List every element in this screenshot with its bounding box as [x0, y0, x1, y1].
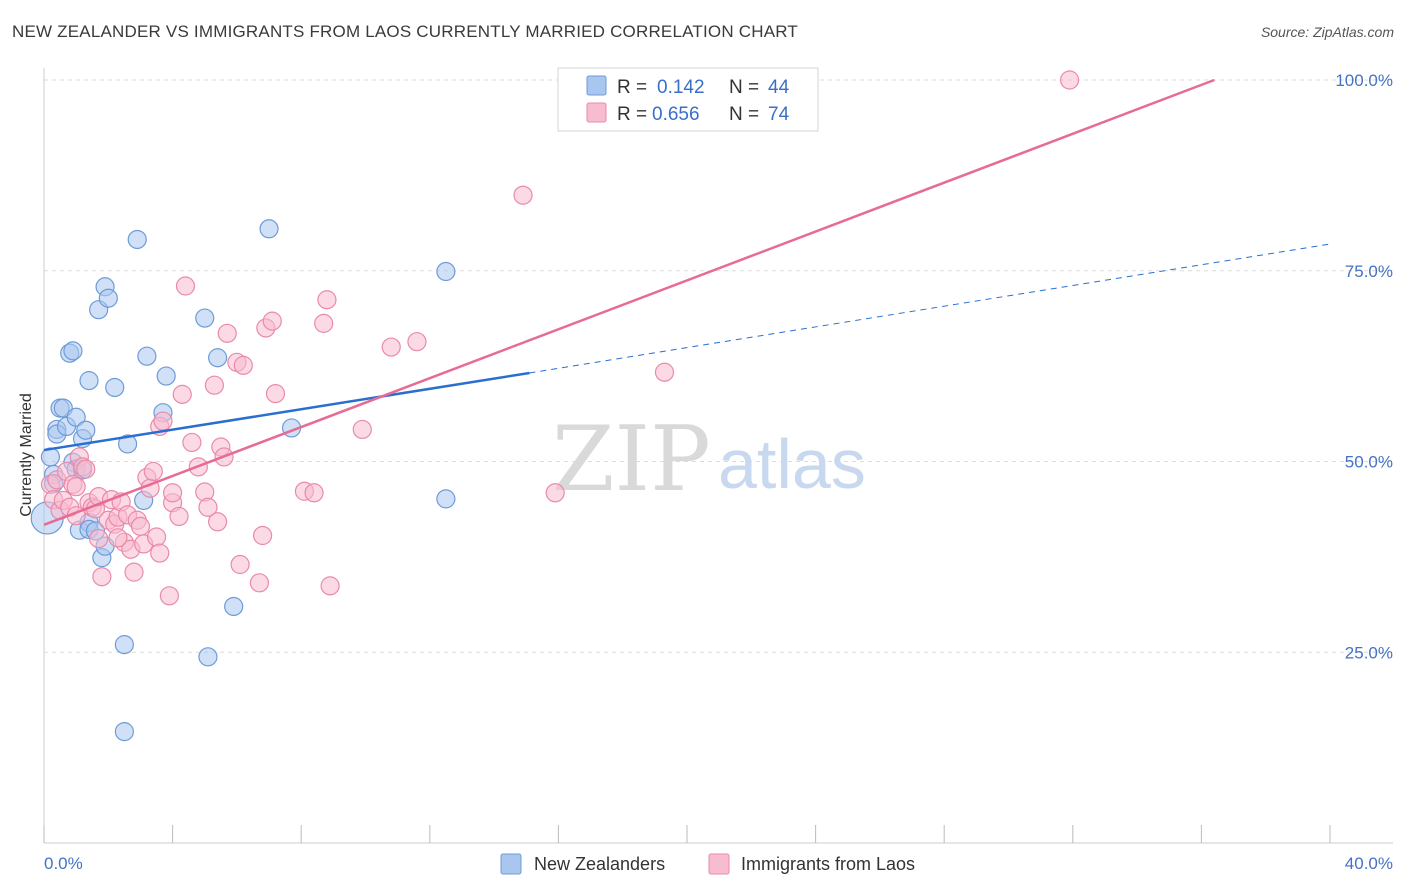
point-new-zealanders	[224, 596, 244, 617]
point-immigrants-from-laos	[253, 525, 273, 546]
point-new-zealanders	[105, 377, 125, 398]
y-tick-label: 75.0%	[1345, 262, 1393, 281]
trend-lines	[43, 78, 1331, 526]
watermark-atlas: atlas	[718, 425, 866, 503]
watermark: ZIP atlas	[552, 407, 866, 512]
legend-box: R = 0.142 N = 44 R = 0.656 N = 74	[557, 67, 819, 132]
point-immigrants-from-laos	[381, 337, 401, 357]
point-new-zealanders	[137, 346, 157, 366]
point-immigrants-from-laos	[317, 290, 337, 310]
point-new-zealanders	[63, 341, 83, 361]
legend-r-value: 0.656	[652, 104, 700, 125]
point-immigrants-from-laos	[230, 554, 250, 575]
point-immigrants-from-laos	[175, 276, 196, 296]
point-immigrants-from-laos	[352, 419, 372, 440]
point-new-zealanders	[79, 371, 99, 391]
point-immigrants-from-laos	[320, 576, 340, 596]
point-immigrants-from-laos	[89, 528, 109, 549]
point-immigrants-from-laos	[172, 384, 192, 404]
point-immigrants-from-laos	[265, 383, 286, 404]
point-immigrants-from-laos	[169, 506, 189, 527]
point-immigrants-from-laos	[163, 483, 183, 503]
chart-title: NEW ZEALANDER VS IMMIGRANTS FROM LAOS CU…	[12, 22, 798, 41]
point-immigrants-from-laos	[143, 461, 163, 482]
points	[30, 70, 1080, 742]
point-immigrants-from-laos	[513, 185, 533, 205]
bottom-legend-label-new-zealanders: New Zealanders	[534, 854, 665, 874]
y-tick-label: 50.0%	[1345, 453, 1393, 472]
point-new-zealanders	[76, 420, 96, 440]
point-immigrants-from-laos	[545, 483, 565, 503]
trend-line-new-zealanders-extension	[529, 243, 1331, 374]
point-immigrants-from-laos	[130, 516, 151, 536]
point-immigrants-from-laos	[233, 355, 253, 375]
point-immigrants-from-laos	[314, 313, 334, 333]
point-immigrants-from-laos	[1059, 70, 1080, 90]
bottom-legend: New Zealanders Immigrants from Laos	[500, 853, 915, 875]
legend-r-label: R =	[617, 77, 647, 98]
point-immigrants-from-laos	[150, 543, 170, 563]
point-immigrants-from-laos	[66, 477, 86, 497]
legend-swatch-immigrants-from-laos	[586, 102, 607, 123]
point-immigrants-from-laos	[92, 567, 112, 587]
point-new-zealanders	[156, 366, 176, 386]
point-new-zealanders	[66, 407, 86, 427]
point-new-zealanders	[436, 261, 456, 282]
point-immigrants-from-laos	[208, 512, 228, 532]
y-tick-label: 25.0%	[1345, 643, 1393, 662]
legend-r-value: 0.142	[657, 77, 705, 98]
point-immigrants-from-laos	[76, 459, 96, 479]
y-tick-labels: 25.0% 50.0% 75.0% 100.0%	[1335, 71, 1393, 662]
point-new-zealanders	[127, 229, 147, 250]
bottom-legend-swatch-new-zealanders	[500, 853, 522, 875]
legend-swatch-new-zealanders	[586, 75, 607, 96]
watermark-zip: ZIP	[552, 407, 711, 512]
legend-n-label: N =	[729, 104, 759, 125]
point-immigrants-from-laos	[153, 411, 173, 431]
point-new-zealanders	[114, 635, 134, 655]
x-tick-label-min: 0.0%	[44, 854, 83, 873]
trend-line-immigrants-from-laos	[43, 78, 1215, 526]
legend-r-label: R =	[617, 104, 647, 125]
point-immigrants-from-laos	[654, 362, 675, 382]
source-label: Source: ZipAtlas.com	[1260, 24, 1394, 40]
x-tick-label-max: 40.0%	[1345, 854, 1393, 873]
point-new-zealanders	[208, 348, 228, 368]
point-immigrants-from-laos	[407, 332, 427, 352]
point-immigrants-from-laos	[124, 562, 144, 582]
point-immigrants-from-laos	[159, 586, 179, 606]
bottom-legend-swatch-immigrants-from-laos	[708, 853, 730, 875]
legend-n-value: 74	[768, 104, 790, 125]
point-immigrants-from-laos	[146, 527, 167, 547]
bottom-legend-label-immigrants-from-laos: Immigrants from Laos	[741, 854, 915, 874]
point-new-zealanders	[117, 434, 138, 454]
legend-n-value: 44	[768, 77, 790, 98]
point-immigrants-from-laos	[198, 497, 218, 517]
legend-n-label: N =	[729, 77, 759, 98]
point-immigrants-from-laos	[182, 432, 202, 453]
point-new-zealanders	[436, 489, 456, 509]
point-immigrants-from-laos	[304, 483, 324, 503]
point-immigrants-from-laos	[249, 573, 270, 593]
trend-line-new-zealanders	[43, 371, 530, 452]
point-immigrants-from-laos	[108, 528, 128, 548]
point-new-zealanders	[259, 219, 279, 239]
point-immigrants-from-laos	[217, 323, 237, 343]
point-immigrants-from-laos	[262, 311, 282, 331]
point-new-zealanders	[195, 308, 215, 328]
point-new-zealanders	[198, 647, 218, 667]
y-tick-label: 100.0%	[1335, 71, 1393, 90]
point-new-zealanders	[114, 722, 134, 742]
point-new-zealanders	[98, 288, 118, 308]
point-immigrants-from-laos	[204, 375, 224, 395]
